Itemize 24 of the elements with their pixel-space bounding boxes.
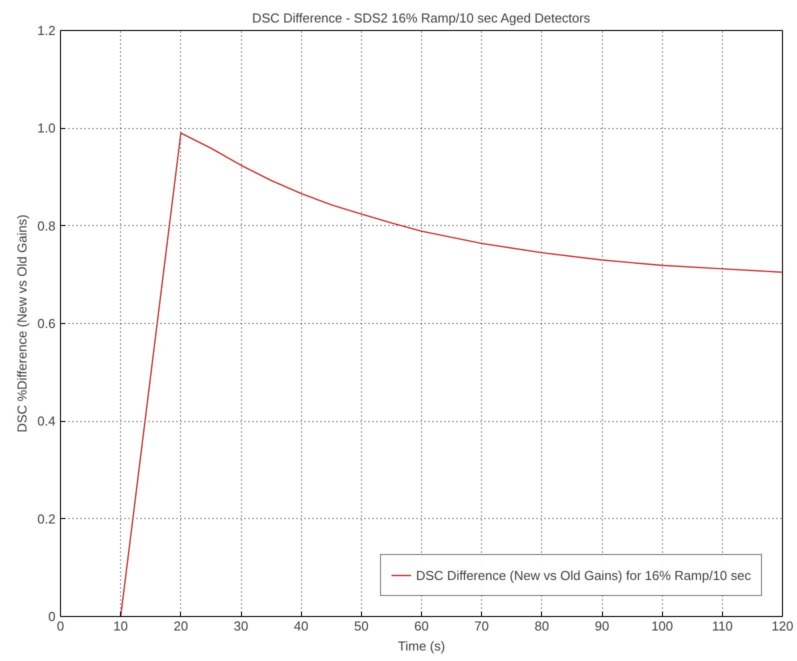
- x-tick-label: 110: [712, 618, 733, 634]
- y-tick-label: 0: [48, 609, 56, 624]
- x-tick-label: 80: [534, 618, 550, 634]
- y-tick-label: 0.2: [37, 511, 56, 526]
- x-axis-title: Time (s): [398, 638, 446, 654]
- x-tick-label: 10: [113, 618, 128, 634]
- x-tick-label: 100: [651, 618, 674, 634]
- y-tick-label: 0.6: [37, 316, 56, 331]
- y-tick-label: 0.8: [37, 218, 56, 234]
- x-tick-label: 20: [174, 618, 188, 634]
- y-tick-label: 0.4: [37, 414, 56, 429]
- y-axis-title: DSC %Difference (New vs Old Gains): [14, 214, 30, 432]
- x-tick-label: 40: [294, 618, 308, 634]
- legend-label: DSC Difference (New vs Old Gains) for 16% Ramp/10 sec: [416, 568, 751, 582]
- line-series: [120, 132, 782, 616]
- x-tick-label: 90: [594, 618, 610, 634]
- x-tick-label: 30: [234, 618, 248, 634]
- chart-title: DSC Difference - SDS2 16% Ramp/10 sec Aged Detectors: [252, 10, 591, 26]
- y-tick-label: 1.0: [37, 120, 56, 136]
- x-tick-label: 70: [474, 618, 489, 634]
- x-tick-label: 120: [772, 618, 794, 634]
- y-tick-label: 1.2: [37, 23, 56, 38]
- x-tick-label: 60: [414, 618, 429, 634]
- x-tick-label: 50: [354, 618, 369, 634]
